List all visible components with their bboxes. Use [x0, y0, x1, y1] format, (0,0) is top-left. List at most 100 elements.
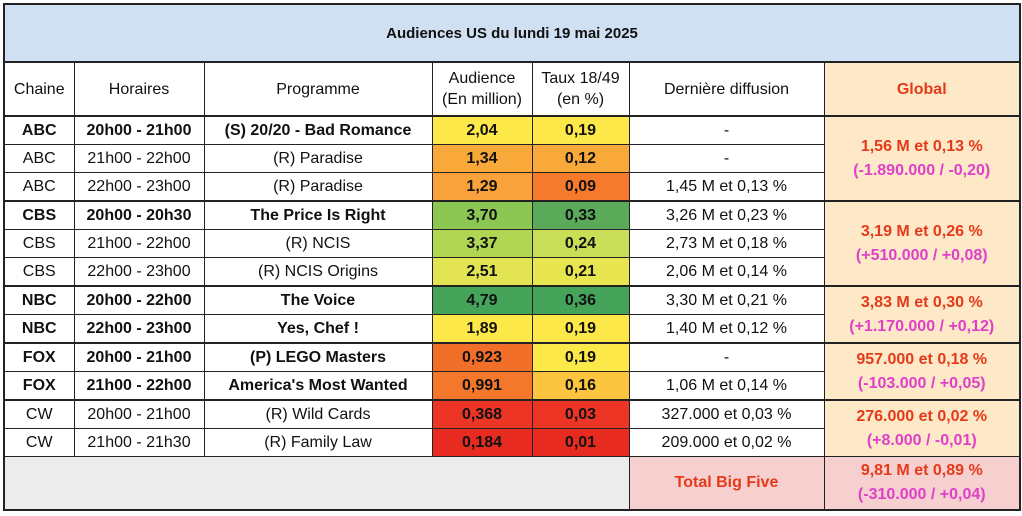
cell-taux: 0,16: [531, 371, 630, 401]
cell-derniere: -: [628, 144, 825, 173]
header-audience: Audience (En million): [431, 61, 533, 117]
cell-global: 1,56 M et 0,13 % (-1.890.000 / -0,20): [823, 115, 1021, 202]
table-row: CBS 21h00 - 22h00 (R) NCIS 3,37 0,24 2,73 M e…: [3, 229, 1020, 258]
cell-derniere: 209.000 et 0,02 %: [628, 428, 825, 457]
cell-global: 3,19 M et 0,26 % (+510.000 / +0,08): [823, 200, 1021, 287]
global-diff-value: (+1.170.000 / +0,12): [849, 317, 995, 335]
global-main-value: 957.000 et 0,18 %: [856, 350, 988, 368]
cell-horaires: 22h00 - 23h00: [73, 314, 205, 344]
cell-derniere: 3,30 M et 0,21 %: [628, 285, 825, 315]
cell-audience: 3,37: [431, 229, 533, 258]
cell-programme: (R) NCIS Origins: [203, 257, 433, 287]
cell-horaires: 21h00 - 22h00: [73, 229, 205, 258]
cell-audience: 2,51: [431, 257, 533, 287]
cell-audience: 1,89: [431, 314, 533, 344]
cell-derniere: 3,26 M et 0,23 %: [628, 200, 825, 230]
cell-audience: 4,79: [431, 285, 533, 315]
cell-taux: 0,09: [531, 172, 630, 202]
header-global: Global: [823, 61, 1021, 117]
cell-derniere: 2,06 M et 0,14 %: [628, 257, 825, 287]
cell-audience: 1,34: [431, 144, 533, 173]
table-row: ABC 22h00 - 23h00 (R) Paradise 1,29 0,09 1,45…: [3, 172, 1020, 202]
cell-global: 957.000 et 0,18 % (-103.000 / +0,05): [823, 342, 1021, 401]
cell-horaires: 20h00 - 21h00: [73, 342, 205, 372]
cell-chaine: ABC: [3, 115, 75, 145]
cell-horaires: 22h00 - 23h00: [73, 257, 205, 287]
cell-audience: 0,368: [431, 399, 533, 429]
header-audience-line1: Audience: [448, 70, 516, 87]
global-main-value: 276.000 et 0,02 %: [856, 407, 988, 425]
cell-programme: Yes, Chef !: [203, 314, 433, 344]
global-diff-value: (+510.000 / +0,08): [855, 246, 988, 264]
global-diff-value: (+8.000 / -0,01): [866, 431, 977, 449]
footer-total-value: 9,81 M et 0,89 % (-310.000 / +0,04): [823, 456, 1021, 511]
cell-chaine: FOX: [3, 342, 75, 372]
audience-table: Audiences US du lundi 19 mai 2025 Chaine…: [3, 3, 1021, 511]
table-row: CBS 20h00 - 20h30 The Price Is Right 3,70 0,…: [3, 200, 1021, 287]
cell-chaine: NBC: [3, 285, 75, 315]
footer-blank: [3, 456, 630, 511]
cell-chaine: CW: [3, 399, 75, 429]
header-programme: Programme: [203, 61, 433, 117]
global-diff-value: (-103.000 / +0,05): [857, 374, 986, 392]
cell-derniere: 1,45 M et 0,13 %: [628, 172, 825, 202]
cell-taux: 0,12: [531, 144, 630, 173]
global-main-value: 3,19 M et 0,26 %: [860, 222, 983, 240]
header-derniere: Dernière diffusion: [628, 61, 825, 117]
cell-global: 276.000 et 0,02 % (+8.000 / -0,01): [823, 399, 1021, 457]
cell-horaires: 22h00 - 23h00: [73, 172, 205, 202]
cell-taux: 0,19: [531, 115, 630, 145]
footer-total-label: Total Big Five: [628, 456, 825, 511]
cell-taux: 0,19: [531, 314, 630, 344]
cell-chaine: FOX: [3, 371, 75, 401]
cell-derniere: -: [628, 342, 825, 372]
cell-derniere: 2,73 M et 0,18 %: [628, 229, 825, 258]
cell-taux: 0,36: [531, 285, 630, 315]
footer-total-main: 9,81 M et 0,89 %: [860, 462, 983, 479]
cell-audience: 2,04: [431, 115, 533, 145]
cell-audience: 0,991: [431, 371, 533, 401]
cell-programme: (P) LEGO Masters: [203, 342, 433, 372]
table-row: ABC 21h00 - 22h00 (R) Paradise 1,34 0,12-: [3, 144, 1020, 173]
cell-taux: 0,01: [531, 428, 630, 457]
table-title: Audiences US du lundi 19 mai 2025: [3, 3, 1021, 63]
cell-audience: 0,184: [431, 428, 533, 457]
table-row: NBC 20h00 - 22h00 The Voice 4,79 0,36 3,30 M …: [3, 285, 1021, 344]
table-row: CBS 22h00 - 23h00 (R) NCIS Origins 2,51 0,21…: [3, 257, 1020, 287]
cell-derniere: 327.000 et 0,03 %: [628, 399, 825, 429]
cell-chaine: CBS: [3, 229, 75, 258]
table-row: FOX 20h00 - 21h00 (P) LEGO Masters 0,923 0,1…: [3, 342, 1021, 401]
cell-chaine: ABC: [3, 172, 75, 202]
cell-programme: (R) NCIS: [203, 229, 433, 258]
cell-derniere: 1,40 M et 0,12 %: [628, 314, 825, 344]
cell-horaires: 20h00 - 20h30: [73, 200, 205, 230]
cell-taux: 0,24: [531, 229, 630, 258]
cell-horaires: 21h00 - 22h00: [73, 144, 205, 173]
header-taux: Taux 18/49 (en %): [531, 61, 630, 117]
cell-horaires: 20h00 - 21h00: [73, 115, 205, 145]
cell-chaine: NBC: [3, 314, 75, 344]
cell-programme: The Price Is Right: [203, 200, 433, 230]
cell-derniere: -: [628, 115, 825, 145]
cell-taux: 0,03: [531, 399, 630, 429]
table-row: FOX 21h00 - 22h00 America's Most Wanted 0,9…: [3, 371, 1020, 401]
cell-chaine: CW: [3, 428, 75, 457]
cell-audience: 1,29: [431, 172, 533, 202]
cell-global: 3,83 M et 0,30 % (+1.170.000 / +0,12): [823, 285, 1021, 344]
cell-chaine: CBS: [3, 200, 75, 230]
cell-audience: 0,923: [431, 342, 533, 372]
cell-horaires: 21h00 - 21h30: [73, 428, 205, 457]
header-taux-line2: (en %): [556, 91, 605, 108]
cell-audience: 3,70: [431, 200, 533, 230]
table-row: CW 21h00 - 21h30 (R) Family Law 0,184 0,01 20…: [3, 428, 1020, 457]
table-row: CW 20h00 - 21h00 (R) Wild Cards 0,368 0,03 32…: [3, 399, 1021, 457]
header-horaires: Horaires: [73, 61, 205, 117]
global-diff-value: (-1.890.000 / -0,20): [853, 161, 991, 179]
cell-programme: America's Most Wanted: [203, 371, 433, 401]
cell-programme: (R) Wild Cards: [203, 399, 433, 429]
cell-horaires: 20h00 - 21h00: [73, 399, 205, 429]
cell-programme: (R) Paradise: [203, 172, 433, 202]
table-row: ABC 20h00 - 21h00 (S) 20/20 - Bad Romance 2…: [3, 115, 1021, 202]
cell-chaine: CBS: [3, 257, 75, 287]
cell-programme: The Voice: [203, 285, 433, 315]
